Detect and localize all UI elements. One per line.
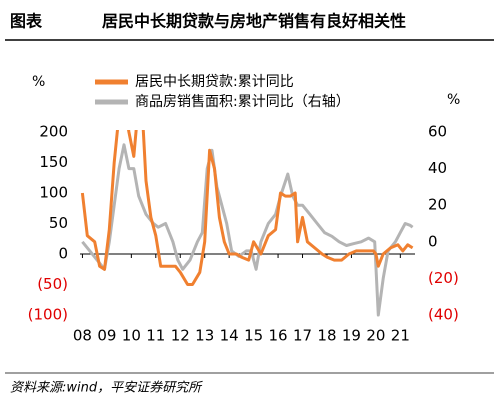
y-tick-label: 50 — [49, 214, 68, 232]
x-tick-label: 13 — [195, 327, 214, 345]
y-tick-label: 100 — [39, 184, 68, 202]
x-tick-label: 10 — [122, 327, 141, 345]
y2-tick-label: 0 — [428, 232, 438, 250]
x-tick-label: 19 — [342, 327, 361, 345]
legend-label: 商品房销售面积:累计同比（右轴） — [135, 94, 350, 110]
x-tick-label: 14 — [220, 327, 239, 345]
x-tick-label: 08 — [73, 327, 92, 345]
y2-tick-label: 60 — [428, 123, 447, 141]
y-tick-label: 200 — [39, 123, 68, 141]
x-tick-label: 18 — [317, 327, 336, 345]
x-tick-label: 11 — [146, 327, 165, 345]
plot-area — [80, 130, 414, 317]
y2-tick-label: 40 — [428, 159, 447, 177]
y-axis-unit: % — [32, 74, 45, 90]
source-note: 资料来源:wind，平安证券研究所 — [10, 380, 203, 396]
x-tick-label: 09 — [97, 327, 116, 345]
y2-tick-label: 20 — [428, 196, 447, 214]
x-tick-label: 15 — [244, 327, 263, 345]
chart-title: 居民中长期贷款与房地产销售有良好相关性 — [102, 12, 406, 31]
x-tick-label: 16 — [269, 327, 288, 345]
y-tick-label: (50) — [37, 275, 68, 293]
series-line — [80, 130, 414, 286]
legend-label: 居民中长期贷款:累计同比 — [135, 74, 294, 90]
series-line — [81, 143, 414, 317]
x-tick-label: 17 — [293, 327, 312, 345]
figure-label: 图表 — [10, 12, 43, 31]
x-tick-label: 20 — [366, 327, 385, 345]
y2-tick-label: (20) — [428, 269, 459, 287]
y2-tick-label: (40) — [428, 306, 459, 324]
y-tick-label: (100) — [28, 306, 68, 324]
x-tick-label: 21 — [391, 327, 410, 345]
x-tick-label: 12 — [171, 327, 190, 345]
y-tick-label: 150 — [39, 153, 68, 171]
y-tick-label: 0 — [58, 245, 68, 263]
y2-axis-unit: % — [447, 92, 460, 108]
